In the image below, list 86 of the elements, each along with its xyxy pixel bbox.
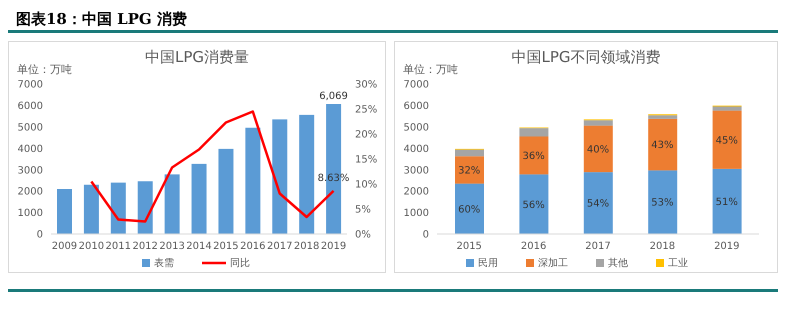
annotation: 56% xyxy=(522,200,545,211)
y2-tick-label: 15% xyxy=(355,154,378,166)
bar xyxy=(519,128,548,136)
bar xyxy=(584,172,613,234)
y-tick-label: 7000 xyxy=(404,80,429,91)
bar xyxy=(218,148,234,234)
legend-label: 工业 xyxy=(667,256,688,270)
y-tick-label: 3000 xyxy=(404,165,429,176)
x-tick-label: 2015 xyxy=(456,241,482,252)
bar xyxy=(712,106,742,111)
x-tick-label: 2016 xyxy=(520,241,546,252)
y-tick-label: 6000 xyxy=(404,100,429,112)
annotation: 54% xyxy=(586,198,610,210)
x-tick-label: 2016 xyxy=(240,241,266,252)
x-tick-label: 2009 xyxy=(52,241,78,252)
y2-tick-label: 20% xyxy=(355,130,378,141)
bar xyxy=(455,150,484,156)
x-tick-label: 2015 xyxy=(213,241,239,252)
annotation: 43% xyxy=(651,140,674,152)
bar xyxy=(84,184,99,234)
y2-tick-label: 0% xyxy=(355,230,371,241)
bar xyxy=(455,156,484,184)
bar xyxy=(648,170,678,234)
y2-tick-label: 5% xyxy=(355,204,371,216)
annotation: 36% xyxy=(522,151,545,162)
y-tick-label: 5000 xyxy=(18,122,43,134)
legend-label: 深加工 xyxy=(537,256,568,270)
y-tick-label: 2000 xyxy=(404,186,429,198)
chart-title: 中国LPG不同领域消费 xyxy=(511,48,661,66)
bar xyxy=(245,128,260,234)
bar xyxy=(648,115,678,119)
bar xyxy=(299,114,314,234)
y-tick-label: 4000 xyxy=(18,144,43,155)
annotation: 45% xyxy=(716,135,738,146)
y-tick-label: 0 xyxy=(422,230,429,241)
y-axis-title: 单位：万吨 xyxy=(403,62,458,77)
legend-label: 表需 xyxy=(153,256,174,270)
bar xyxy=(712,168,742,234)
x-tick-label: 2017 xyxy=(267,241,292,252)
annotation: 51% xyxy=(716,196,738,208)
bar xyxy=(192,164,207,234)
x-tick-label: 2010 xyxy=(78,241,104,252)
bar xyxy=(272,119,288,234)
x-tick-label: 2017 xyxy=(585,241,611,252)
y2-tick-label: 25% xyxy=(355,104,378,116)
bar xyxy=(164,174,180,234)
y-tick-label: 6000 xyxy=(18,100,43,112)
annotation: 53% xyxy=(651,198,674,209)
y-tick-label: 5000 xyxy=(404,122,429,134)
x-tick-label: 2013 xyxy=(159,241,185,252)
data-label: 6,069 xyxy=(319,90,348,102)
text: 图表18：中国 LPG 消费 xyxy=(15,9,188,30)
y-tick-label: 7000 xyxy=(18,80,43,91)
annotation: 32% xyxy=(458,165,480,176)
y2-tick-label: 10% xyxy=(355,180,378,191)
y2-tick-label: 30% xyxy=(355,80,378,91)
x-tick-label: 2014 xyxy=(186,241,212,252)
bar xyxy=(138,181,153,234)
x-tick-label: 2019 xyxy=(714,241,740,252)
y-tick-label: 3000 xyxy=(18,165,43,176)
annotation: 60% xyxy=(458,204,480,216)
y-tick-label: 4000 xyxy=(404,144,429,155)
x-tick-label: 2011 xyxy=(106,241,131,252)
x-tick-label: 2018 xyxy=(294,241,320,252)
y-tick-label: 1000 xyxy=(18,208,43,220)
y-tick-label: 1000 xyxy=(404,208,429,220)
bar xyxy=(57,189,72,234)
bar xyxy=(519,136,548,174)
chart-title: 中国LPG消费量 xyxy=(144,48,250,66)
legend-label: 其他 xyxy=(607,256,628,270)
bar xyxy=(712,110,742,169)
y-tick-label: 0 xyxy=(36,230,43,241)
x-tick-label: 2018 xyxy=(650,241,676,252)
x-tick-label: 2019 xyxy=(320,241,346,252)
legend-label: 民用 xyxy=(477,257,498,270)
bar xyxy=(519,174,548,234)
x-tick-label: 2012 xyxy=(132,241,158,252)
legend-label: 同比 xyxy=(229,256,250,270)
bar xyxy=(648,118,678,170)
bar xyxy=(584,126,613,172)
annotation: 40% xyxy=(586,144,610,156)
bar xyxy=(455,184,484,234)
bar xyxy=(584,120,613,126)
bar xyxy=(110,182,126,234)
y-tick-label: 2000 xyxy=(18,186,43,198)
y-axis-title: 单位：万吨 xyxy=(17,62,72,77)
